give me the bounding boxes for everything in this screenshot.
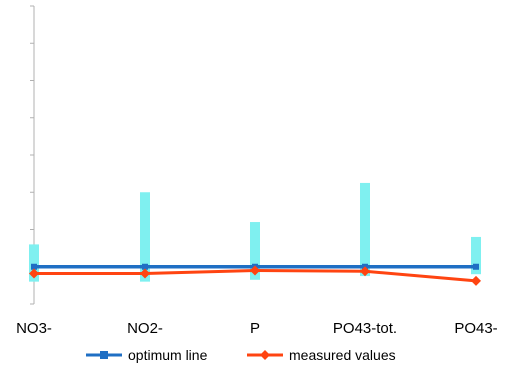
x-tick-label-1: NO2- [127, 320, 163, 337]
series-1-point-0 [29, 268, 39, 279]
legend-measured-marker [260, 350, 270, 360]
range-bar-2 [250, 222, 260, 280]
series-0-point-1 [142, 263, 148, 270]
x-tick-labels: NO3- NO2- P PO43-tot. PO43- [16, 320, 498, 337]
series-0-point-4 [473, 263, 479, 270]
range-bar-1 [140, 192, 150, 282]
series-1-point-4 [471, 275, 481, 286]
legend-item-measured: measured values [247, 347, 396, 363]
range-bar-3 [360, 182, 370, 277]
series-1-point-1 [140, 268, 150, 279]
x-tick-label-4: PO43- [454, 320, 497, 337]
x-tick-label-0: NO3- [16, 320, 52, 337]
x-tick-label-3: PO43-tot. [333, 320, 397, 337]
series-1-point-2 [250, 265, 260, 276]
series-1-point-3 [360, 266, 370, 277]
range-bars [29, 182, 481, 282]
x-tick-label-2: P [250, 320, 260, 337]
legend-optimum-marker [100, 351, 108, 359]
series-lines [29, 263, 481, 286]
range-bar-4 [471, 236, 481, 275]
legend-item-optimum: optimum line [86, 347, 208, 363]
legend: optimum line measured values [86, 347, 396, 363]
legend-measured-label: measured values [289, 347, 396, 363]
range-bar-0 [29, 244, 39, 282]
legend-optimum-label: optimum line [128, 347, 208, 363]
series-0-point-0 [31, 263, 37, 270]
